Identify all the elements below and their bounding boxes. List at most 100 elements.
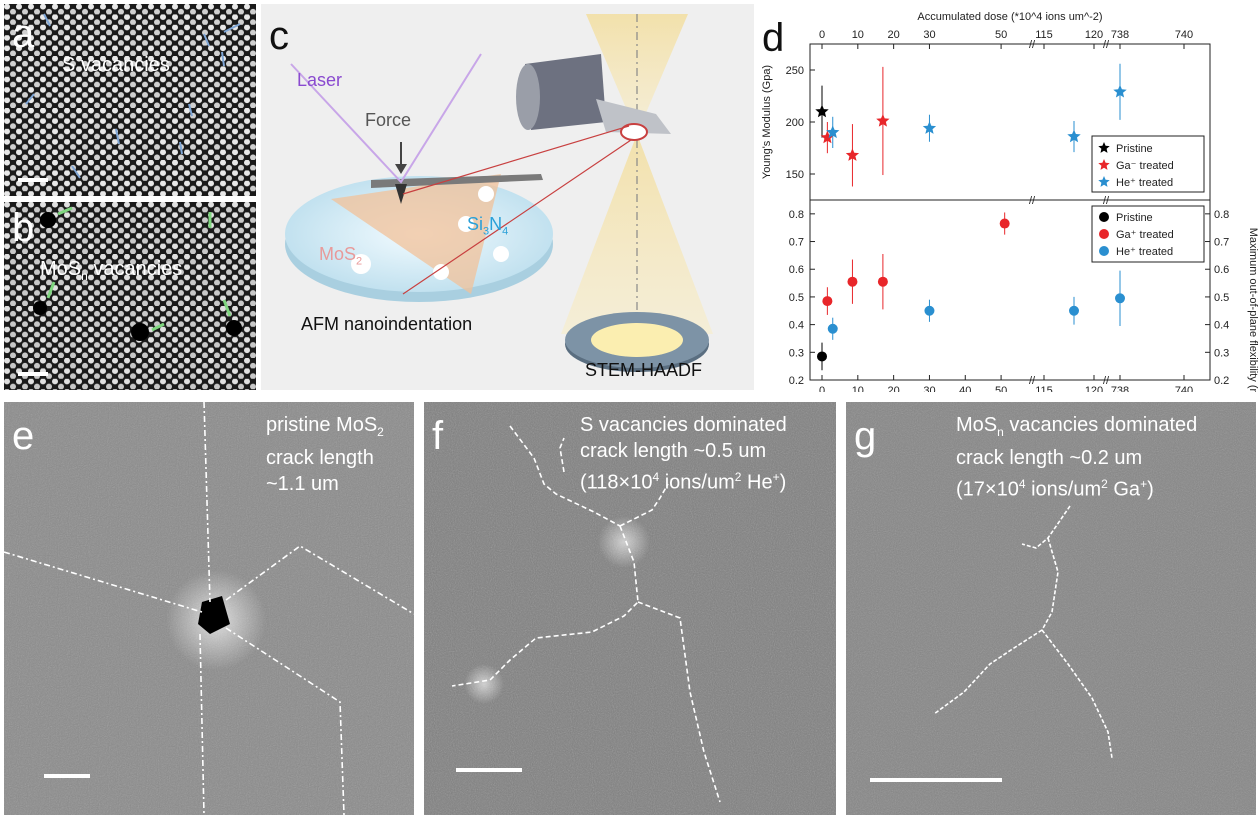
legend-top-label-0: Pristine [1116, 143, 1153, 155]
xtick-label-bot-30: 30 [923, 385, 935, 392]
e-line3: ~1.1 um [266, 473, 339, 495]
ytick-label-bot-0.8: 0.8 [789, 209, 804, 221]
panel-a-stem-image: a S vacancies [4, 4, 256, 196]
point-bot-1-0 [822, 296, 833, 307]
ytick-label-bot-0.2: 0.2 [789, 375, 804, 387]
xtick-label-top-115: 115 [1035, 29, 1053, 41]
panel-c-schematic: c Laser Force Si3N4 MoS2 AFM nanoindenta… [261, 4, 754, 390]
ytick-label-right-0.2: 0.2 [1214, 375, 1229, 387]
f-l3d: ) [779, 471, 787, 494]
axis-break-1: // [1029, 195, 1036, 207]
ytick-label-bot-0.4: 0.4 [789, 320, 804, 332]
force-label: Force [365, 110, 412, 130]
g-line3: (17×104 ions/um2 Ga+) [956, 471, 1197, 503]
point-bot-2-3 [1115, 293, 1125, 304]
panel-f-sem-image: f S vacancies dominated crack length ~0.… [424, 402, 836, 815]
f-line1: S vacancies dominated [580, 414, 787, 436]
ytick-label-bot-0.3: 0.3 [789, 347, 804, 359]
xtick-label-top-50: 50 [995, 29, 1007, 41]
xtick-label-bot-115: 115 [1035, 385, 1053, 392]
mos2-label: MoS2 [319, 244, 362, 268]
crack-image-e [4, 402, 414, 815]
point-bot-1-2 [877, 276, 888, 287]
mos-sub: n [81, 269, 88, 283]
mos2-sub: 2 [356, 255, 363, 268]
ytick-label-top-150: 150 [786, 169, 804, 181]
f-line3: (118×104 ions/um2 He+) [580, 464, 787, 496]
xtick-label-top-740: 740 [1175, 29, 1193, 41]
crack-image-g [846, 402, 1256, 815]
g-l3d: ) [1147, 478, 1154, 501]
point-bot-0-0 [817, 351, 827, 362]
axis-break-4: // [1029, 375, 1036, 387]
f-l3s1: 4 [652, 470, 660, 484]
point-bot-2-1 [924, 305, 935, 316]
point-top-2-0 [826, 125, 840, 139]
legend-bot-label-2: He⁺ treated [1116, 246, 1173, 258]
xtick-label-bot-50: 50 [995, 385, 1007, 392]
f-line2: crack length ~0.5 um [580, 440, 767, 462]
n-sub: 4 [502, 225, 509, 238]
point-top-1-1 [845, 148, 860, 161]
point-top-2-1 [922, 121, 937, 134]
point-top-0-0 [815, 104, 829, 118]
stem-label: STEM-HAADF [585, 360, 702, 380]
si3n4-label: Si3N4 [467, 214, 508, 238]
panel-label-f: f [432, 414, 444, 458]
ytick-label-right-0.5: 0.5 [1214, 292, 1229, 304]
g-l1b: vacancies dominated [1003, 414, 1198, 436]
f-l3b: ions/um [659, 471, 735, 494]
legend-bot-marker-1 [1099, 229, 1109, 239]
panel-g-sem-image: g MoSn vacancies dominated crack length … [846, 402, 1256, 815]
scale-bar-b [18, 372, 48, 376]
g-annotation: MoSn vacancies dominated crack length ~0… [956, 412, 1197, 503]
mos2-flake [331, 174, 501, 294]
point-top-1-0 [820, 130, 834, 144]
panel-e-sem-image: e pristine MoS2 crack length ~1.1 um [4, 402, 414, 815]
holder-arm [525, 54, 606, 130]
f-l3s2: 2 [734, 470, 742, 484]
legend-top [1091, 135, 1205, 193]
ytick-label-right-0.8: 0.8 [1214, 209, 1229, 221]
xtick-label-bot-740: 740 [1175, 385, 1193, 392]
point-bot-2-0 [827, 323, 838, 334]
g-line1: MoSn vacancies dominated [956, 412, 1197, 445]
legend-bot-marker-2 [1099, 246, 1109, 256]
ytick-label-top-250: 250 [786, 65, 804, 77]
atomic-lattice-b [4, 202, 256, 390]
e-line1: pristine MoS2 [266, 412, 384, 445]
g-l1sub: n [997, 425, 1004, 439]
afm-label: AFM nanoindentation [301, 314, 473, 334]
point-top-2-3 [1113, 84, 1127, 98]
g-line2: crack length ~0.2 um [956, 447, 1143, 469]
panel-label-g: g [854, 414, 877, 458]
legend-top-marker-0 [1098, 142, 1110, 153]
legend-top-label-1: Ga⁻ treated [1116, 160, 1174, 172]
afm-stem-schematic [285, 14, 713, 372]
s-vacancies-label: S vacancies [62, 54, 170, 76]
f-l3s3: + [772, 470, 780, 484]
axis-break-5: // [1103, 375, 1110, 387]
ylabel-right: Maximum out-of-plane flexibility (m/N) [1247, 228, 1258, 392]
g-l3s1: 4 [1018, 477, 1026, 491]
xtick-label-bot-738: 738 [1111, 385, 1129, 392]
point-bot-2-2 [1069, 305, 1079, 316]
mos-text: MoS [40, 258, 82, 280]
xlabel-top: Accumulated dose (*10^4 ions um^-2) [917, 11, 1102, 23]
mos2-text: MoS [319, 244, 357, 264]
mosn-vacancies-label: MoSn vacancies [40, 258, 182, 283]
cantilever [371, 174, 543, 188]
point-top-2-2 [1067, 129, 1081, 143]
axis-break-2: // [1103, 39, 1110, 51]
scale-bar-e [44, 774, 90, 778]
scale-bar-g [870, 778, 1002, 782]
scale-bar-f [456, 768, 522, 772]
si-sub: 3 [483, 225, 490, 238]
ytick-label-bot-0.7: 0.7 [789, 237, 804, 249]
g-l1a: MoS [956, 414, 998, 436]
e-line1-sub: 2 [377, 425, 384, 439]
xtick-label-top-120: 120 [1085, 29, 1103, 41]
g-l3b: ions/um [1025, 478, 1102, 501]
ytick-label-top-200: 200 [786, 117, 804, 129]
